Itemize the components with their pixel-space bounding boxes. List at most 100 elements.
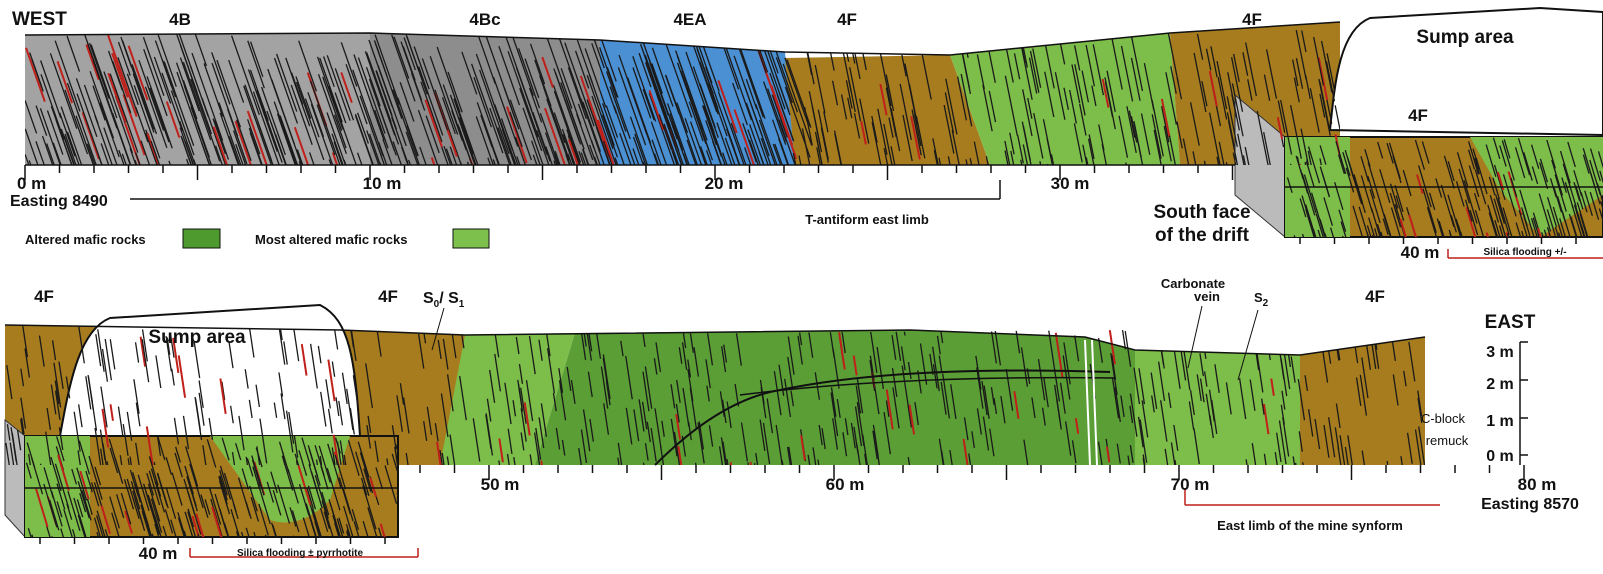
foliation-trace — [321, 491, 330, 516]
foliation-trace — [766, 398, 774, 434]
foliation-trace — [246, 110, 274, 165]
foliation-trace — [179, 57, 200, 112]
east-label: EAST — [1485, 312, 1536, 333]
foliation-trace — [1242, 52, 1249, 76]
foliation-trace — [901, 365, 909, 407]
foliation-trace — [879, 83, 888, 116]
foliation-trace — [1553, 186, 1563, 213]
foliation-trace — [792, 153, 801, 165]
foliation-trace — [132, 490, 144, 526]
foliation-trace — [29, 52, 43, 88]
foliation-trace — [132, 73, 155, 133]
outlines — [4, 21, 1603, 489]
foliation-trace — [847, 97, 853, 119]
foliation-trace — [784, 57, 810, 127]
foliation-trace — [1218, 141, 1229, 165]
foliation-trace — [165, 457, 173, 475]
foliation-trace — [552, 84, 582, 163]
foliation-trace — [183, 85, 210, 158]
foliation-trace — [855, 385, 862, 414]
foliation-trace — [104, 338, 113, 381]
foliation-trace — [976, 408, 982, 435]
foliation-trace — [218, 102, 246, 165]
foliation-trace — [1163, 126, 1172, 162]
foliation-trace — [989, 428, 995, 457]
foliation-trace — [39, 108, 62, 165]
foliation-trace — [1307, 409, 1314, 437]
foliation-trace — [165, 101, 181, 138]
foliation-trace — [1464, 199, 1473, 222]
foliation-trace — [1074, 418, 1080, 434]
foliation-trace — [726, 401, 732, 429]
foliation-trace — [1044, 71, 1055, 118]
foliation-trace — [1358, 206, 1369, 237]
foliation-trace — [146, 520, 153, 537]
foliation-trace — [1292, 456, 1298, 465]
foliation-trace — [321, 500, 334, 537]
foliation-trace — [642, 163, 668, 165]
foliation-trace — [223, 522, 230, 537]
foliation-trace — [326, 112, 356, 165]
foliation-trace — [146, 473, 155, 496]
foliation-trace — [1129, 31, 1144, 92]
foliation-trace — [914, 402, 919, 426]
foliation-trace — [407, 159, 439, 165]
foliation-trace — [1143, 62, 1155, 111]
foliation-trace — [90, 396, 98, 431]
foliation-trace — [95, 515, 104, 537]
foliation-trace — [1319, 145, 1327, 165]
foliation-trace — [1584, 190, 1593, 217]
texture-group — [25, 436, 398, 537]
foliation-trace — [536, 129, 566, 165]
foliation-trace — [1538, 193, 1552, 232]
foliation-trace — [1317, 229, 1321, 237]
foliation-trace — [1304, 375, 1309, 392]
zone-label: 4B — [169, 10, 191, 29]
foliation-trace — [1046, 138, 1057, 165]
foliation-trace — [670, 384, 676, 409]
foliation-trace — [1493, 164, 1506, 201]
foliation-trace — [134, 342, 140, 363]
foliation-trace — [1301, 233, 1305, 237]
foliation-trace — [821, 428, 826, 450]
foliation-trace — [235, 531, 239, 537]
foliation-trace — [111, 512, 120, 537]
foliation-trace — [902, 114, 913, 162]
foliation-trace — [1129, 393, 1138, 437]
foliation-trace — [275, 53, 298, 112]
foliation-trace — [374, 109, 389, 149]
foliation-trace — [838, 331, 846, 370]
foliation-trace — [1574, 203, 1585, 235]
foliation-trace — [1074, 45, 1081, 71]
foliation-trace — [971, 431, 976, 449]
foliation-trace — [99, 102, 120, 158]
foliation-trace — [218, 480, 231, 515]
foliation-trace — [405, 131, 420, 165]
foliation-trace — [1506, 233, 1510, 237]
foliation-trace — [78, 326, 85, 364]
foliation-trace — [982, 84, 993, 132]
foliation-trace — [969, 157, 978, 165]
foliation-trace — [77, 404, 83, 428]
foliation-trace — [60, 528, 65, 537]
foliation-trace — [771, 94, 788, 138]
foliation-trace — [94, 466, 102, 486]
foliation-trace — [28, 453, 34, 465]
foliation-trace — [214, 120, 230, 160]
foliation-trace — [301, 437, 312, 467]
foliation-trace — [665, 75, 699, 165]
foliation-trace — [360, 477, 368, 496]
foliation-trace — [1443, 155, 1455, 189]
foliation-trace — [106, 461, 111, 465]
foliation-trace — [755, 103, 780, 165]
foliation-trace — [1074, 335, 1080, 362]
foliation-trace — [829, 330, 835, 358]
foliation-trace — [1597, 151, 1603, 169]
foliation-trace — [228, 136, 247, 165]
foliation-trace — [138, 59, 165, 131]
foliation-trace — [153, 515, 162, 537]
foliation-trace — [598, 33, 617, 82]
foliation-trace — [1210, 399, 1218, 434]
foliation-trace — [377, 103, 395, 151]
zone-label: 4Bc — [469, 10, 500, 29]
